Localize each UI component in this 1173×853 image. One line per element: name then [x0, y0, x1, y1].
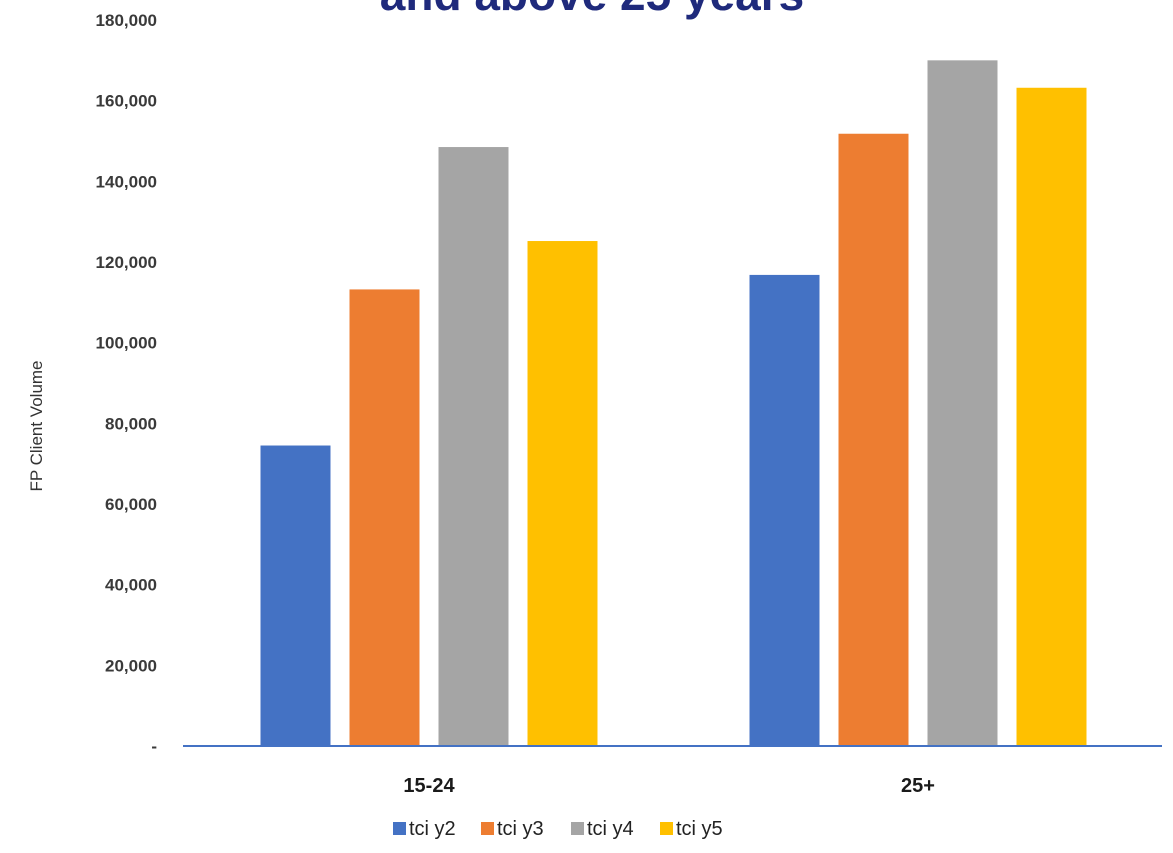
- y-tick-label: 60,000: [105, 495, 157, 514]
- legend-label: tci y4: [587, 818, 634, 840]
- chart-title: and above 25 years: [380, 0, 804, 20]
- legend-label: tci y2: [409, 818, 456, 840]
- y-tick-label: 180,000: [96, 11, 157, 30]
- y-tick-label: -: [151, 737, 157, 756]
- legend-swatch: [481, 822, 494, 835]
- bars-group: [260, 60, 1087, 747]
- bar-tci-y3-25+: [838, 133, 909, 747]
- bar-tci-y3-15-24: [349, 289, 420, 746]
- bar-tci-y4-25+: [927, 60, 998, 747]
- y-axis-ticks: - 20,000 40,000 60,000 80,000 100,000 120,000 1…: [96, 11, 157, 756]
- y-tick-label: 80,000: [105, 414, 157, 433]
- y-tick-label: 100,000: [96, 334, 157, 353]
- bar-tci-y5-15-24: [527, 241, 598, 746]
- y-tick-label: 120,000: [96, 253, 157, 272]
- y-tick-label: 40,000: [105, 576, 157, 595]
- x-axis-ticks: 15-24 25+: [403, 775, 935, 797]
- legend: tci y2 tci y3 tci y4 tci y5: [393, 818, 723, 840]
- bar-tci-y2-15-24: [260, 445, 331, 746]
- bar-tci-y4-15-24: [438, 147, 509, 747]
- x-tick-label: 15-24: [403, 775, 455, 797]
- y-axis-label: FP Client Volume: [27, 360, 46, 491]
- legend-swatch: [571, 822, 584, 835]
- y-tick-label: 140,000: [96, 172, 157, 191]
- legend-label: tci y5: [676, 818, 723, 840]
- bar-tci-y5-25+: [1016, 87, 1087, 746]
- legend-swatch: [660, 822, 673, 835]
- legend-label: tci y3: [497, 818, 544, 840]
- x-tick-label: 25+: [901, 775, 935, 797]
- bar-tci-y2-25+: [749, 274, 820, 746]
- y-tick-label: 20,000: [105, 656, 157, 675]
- legend-swatch: [393, 822, 406, 835]
- y-tick-label: 160,000: [96, 92, 157, 111]
